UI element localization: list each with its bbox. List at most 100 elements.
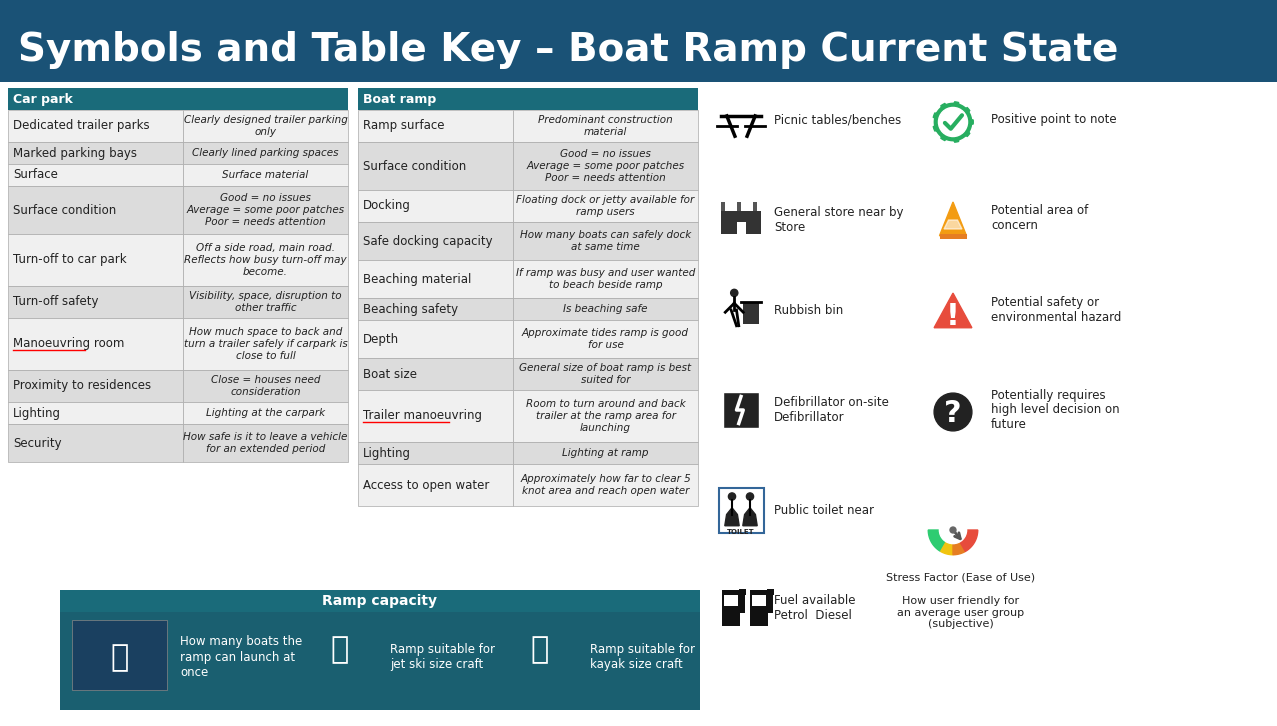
Polygon shape: [931, 530, 953, 552]
Polygon shape: [940, 202, 967, 236]
FancyBboxPatch shape: [8, 88, 349, 110]
Bar: [720, 211, 761, 234]
Text: Defibrillator on-site
Defibrillator: Defibrillator on-site Defibrillator: [774, 396, 889, 424]
FancyBboxPatch shape: [8, 318, 183, 370]
Text: How many boats can safely dock
at same time: How many boats can safely dock at same t…: [520, 230, 691, 252]
FancyBboxPatch shape: [358, 88, 699, 110]
Polygon shape: [953, 530, 974, 552]
Text: Beaching safety: Beaching safety: [363, 303, 458, 316]
Text: Positive point to note: Positive point to note: [991, 113, 1116, 126]
Polygon shape: [928, 530, 953, 542]
FancyBboxPatch shape: [8, 186, 183, 234]
FancyBboxPatch shape: [513, 110, 699, 142]
FancyBboxPatch shape: [513, 298, 699, 320]
Text: Trailer manoeuvring: Trailer manoeuvring: [363, 409, 481, 423]
FancyBboxPatch shape: [513, 260, 699, 298]
Text: Lighting: Lighting: [13, 407, 61, 420]
Bar: [729, 202, 733, 211]
Text: Ramp suitable for
kayak size craft: Ramp suitable for kayak size craft: [590, 643, 695, 671]
FancyBboxPatch shape: [183, 234, 349, 286]
Text: How much space to back and
turn a trailer safely if carpark is
close to full: How much space to back and turn a traile…: [184, 327, 347, 361]
FancyBboxPatch shape: [358, 142, 513, 190]
Text: Proximity to residences: Proximity to residences: [13, 380, 151, 393]
Text: Potentially requires
high level decision on
future: Potentially requires high level decision…: [991, 388, 1120, 431]
FancyBboxPatch shape: [8, 370, 183, 402]
Text: Ramp surface: Ramp surface: [363, 120, 444, 133]
Bar: [737, 222, 746, 234]
Text: If ramp was busy and user wanted
to beach beside ramp: If ramp was busy and user wanted to beac…: [516, 268, 695, 290]
Text: Safe docking capacity: Safe docking capacity: [363, 234, 493, 248]
FancyBboxPatch shape: [8, 110, 183, 142]
Bar: [739, 589, 746, 595]
FancyBboxPatch shape: [358, 320, 513, 358]
Text: Surface condition: Surface condition: [13, 203, 116, 216]
Text: Fuel available
Petrol  Diesel: Fuel available Petrol Diesel: [774, 594, 856, 622]
FancyBboxPatch shape: [513, 442, 699, 464]
FancyBboxPatch shape: [60, 590, 700, 612]
Text: Close = houses need
consideration: Close = houses need consideration: [211, 375, 321, 397]
FancyBboxPatch shape: [358, 222, 513, 260]
Bar: [724, 595, 738, 605]
Bar: [720, 202, 725, 211]
Text: Lighting at ramp: Lighting at ramp: [562, 448, 649, 458]
FancyBboxPatch shape: [8, 424, 183, 462]
Bar: [737, 202, 741, 211]
Bar: [752, 595, 766, 605]
Polygon shape: [725, 507, 739, 526]
FancyBboxPatch shape: [513, 464, 699, 506]
Text: Boat ramp: Boat ramp: [363, 92, 437, 105]
Circle shape: [940, 516, 967, 544]
Text: Turn-off safety: Turn-off safety: [13, 295, 98, 309]
Text: Boat size: Boat size: [363, 367, 418, 380]
Text: Docking: Docking: [363, 200, 411, 213]
Text: ?: ?: [944, 399, 962, 428]
Text: Access to open water: Access to open water: [363, 478, 489, 492]
Text: Public toilet near: Public toilet near: [774, 504, 873, 516]
FancyBboxPatch shape: [8, 164, 183, 186]
Polygon shape: [933, 102, 973, 142]
FancyBboxPatch shape: [0, 0, 1277, 82]
Text: Rubbish bin: Rubbish bin: [774, 303, 843, 317]
FancyBboxPatch shape: [358, 298, 513, 320]
FancyBboxPatch shape: [72, 620, 167, 690]
Text: TOILET: TOILET: [727, 529, 755, 535]
Text: Turn-off to car park: Turn-off to car park: [13, 253, 126, 266]
Polygon shape: [953, 530, 965, 555]
Text: Visibility, space, disruption to
other traffic: Visibility, space, disruption to other t…: [189, 291, 342, 313]
Circle shape: [939, 107, 968, 136]
Text: Floating dock or jetty available for
ramp users: Floating dock or jetty available for ram…: [516, 195, 695, 217]
Text: Good = no issues
Average = some poor patches
Poor = needs attention: Good = no issues Average = some poor pat…: [186, 193, 345, 227]
FancyBboxPatch shape: [358, 260, 513, 298]
FancyBboxPatch shape: [8, 402, 183, 424]
Text: Ramp suitable for
jet ski size craft: Ramp suitable for jet ski size craft: [389, 643, 495, 671]
Polygon shape: [944, 220, 962, 229]
Bar: [744, 202, 750, 211]
FancyBboxPatch shape: [358, 110, 513, 142]
FancyBboxPatch shape: [358, 390, 513, 442]
Text: Surface condition: Surface condition: [363, 160, 466, 173]
Polygon shape: [941, 530, 953, 555]
Text: Approximately how far to clear 5
knot area and reach open water: Approximately how far to clear 5 knot ar…: [520, 474, 691, 496]
Text: Clearly designed trailer parking
only: Clearly designed trailer parking only: [184, 115, 347, 136]
FancyBboxPatch shape: [358, 442, 513, 464]
Circle shape: [728, 493, 736, 500]
Text: ⛵: ⛵: [111, 643, 129, 672]
Text: Manoeuvring room: Manoeuvring room: [13, 338, 124, 351]
FancyBboxPatch shape: [8, 286, 183, 318]
Bar: [767, 589, 774, 595]
FancyBboxPatch shape: [8, 142, 183, 164]
FancyBboxPatch shape: [183, 186, 349, 234]
Text: !: !: [946, 302, 960, 331]
Text: Beaching material: Beaching material: [363, 272, 471, 285]
FancyBboxPatch shape: [358, 464, 513, 506]
Text: Stress Factor (Ease of Use)

How user friendly for
an average user group
(subjec: Stress Factor (Ease of Use) How user fri…: [886, 573, 1036, 629]
FancyBboxPatch shape: [358, 358, 513, 390]
Bar: [723, 392, 759, 428]
FancyBboxPatch shape: [513, 358, 699, 390]
FancyBboxPatch shape: [60, 612, 700, 710]
Text: Room to turn around and back
trailer at the ramp area for
launching: Room to turn around and back trailer at …: [526, 399, 686, 433]
FancyBboxPatch shape: [513, 222, 699, 260]
Bar: [940, 234, 967, 239]
FancyBboxPatch shape: [513, 190, 699, 222]
FancyBboxPatch shape: [183, 286, 349, 318]
